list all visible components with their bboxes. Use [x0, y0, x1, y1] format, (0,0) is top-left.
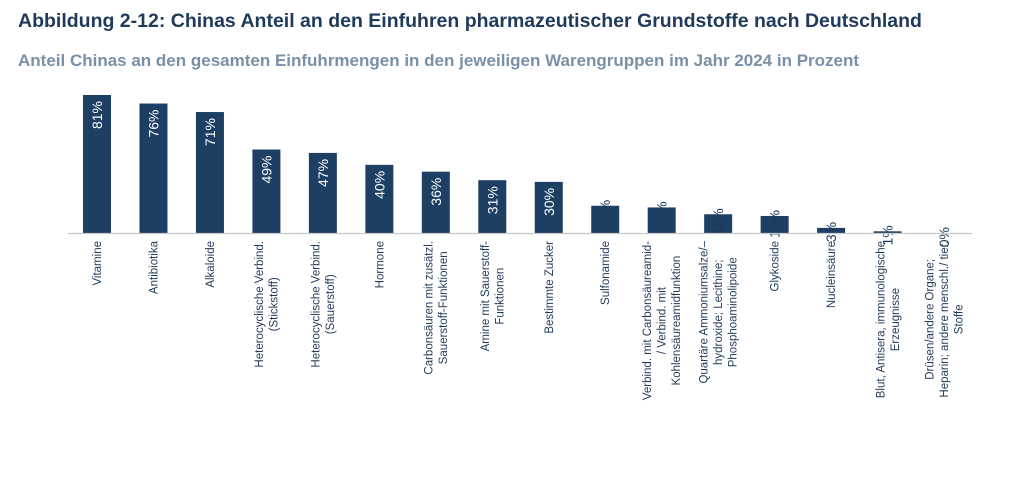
- category-label-7: Amine mit Sauerstoff-: [480, 241, 492, 352]
- bar-14: [873, 231, 902, 233]
- bar-5: [365, 164, 394, 233]
- data-label-4: 47%: [315, 159, 331, 187]
- category-label-14: Blut, Antisera, immunologische: [875, 241, 887, 398]
- category-label-10: Kohlensäureamidfunktion: [671, 256, 683, 386]
- chart-subtitle: Anteil Chinas an den gesamten Einfuhrmen…: [18, 51, 860, 70]
- category-label-8: Bestimmte Zucker: [544, 241, 556, 334]
- bar-9: [591, 205, 620, 233]
- category-label-11: Phosphoaminolipoide: [728, 257, 740, 367]
- chart-title: Abbildung 2-12: Chinas Anteil an den Ein…: [18, 10, 922, 32]
- data-label-6: 36%: [428, 178, 444, 206]
- data-label-15: 0%: [936, 227, 952, 247]
- category-label-11: hydroxide; Lecithine;: [713, 260, 725, 365]
- data-label-2: 71%: [202, 118, 218, 146]
- category-label-14: Erzeugnisse: [890, 288, 902, 351]
- data-label-9: 16%: [597, 200, 613, 228]
- bar-2: [195, 112, 224, 233]
- category-label-15: Heparin; andere menschl./ tier.: [939, 241, 951, 398]
- category-label-5: Hormone: [374, 241, 386, 288]
- bar-6: [421, 171, 450, 233]
- category-label-13: Nucleinsäure: [826, 241, 838, 308]
- category-label-10: / Verbind. mit: [657, 286, 669, 354]
- bar-8: [534, 181, 563, 233]
- data-label-7: 31%: [484, 186, 500, 214]
- data-label-12: 10%: [767, 210, 783, 238]
- category-label-6: Sauerstoff-Funktionen: [438, 251, 450, 364]
- category-label-9: Sulfonamide: [600, 241, 612, 305]
- bar-4: [308, 152, 337, 233]
- category-label-6: Carbonsäuren mit zusätzl.: [424, 241, 436, 375]
- category-label-7: Funktionen: [495, 268, 507, 325]
- bar-13: [817, 227, 846, 233]
- bar-11: [704, 214, 733, 233]
- bar-12: [760, 215, 789, 233]
- data-label-3: 49%: [258, 156, 274, 184]
- category-label-3: (Stickstoff): [269, 277, 281, 331]
- category-label-0: Vitamine: [92, 241, 104, 286]
- data-label-11: 11%: [710, 208, 726, 235]
- category-label-12: Glykoside: [770, 241, 782, 292]
- data-label-5: 40%: [371, 171, 387, 199]
- data-label-13: 3%: [823, 222, 839, 242]
- category-label-15: Stoffe: [954, 304, 966, 334]
- category-label-10: Verbind. mit Carbonsäureamid-: [642, 241, 654, 400]
- data-label-10: 15%: [654, 201, 670, 229]
- category-label-4: Heterocyclische Verbind.: [311, 241, 323, 368]
- data-label-8: 30%: [541, 188, 557, 216]
- category-label-4: (Sauerstoff): [325, 274, 337, 334]
- category-label-2: Alkaloide: [205, 241, 217, 288]
- bar-0: [83, 95, 111, 233]
- category-label-15: Drüsen/andere Organe;: [925, 259, 937, 380]
- category-label-11: Quartäre Ammoniumsalze/–: [699, 240, 711, 383]
- bar-7: [478, 180, 507, 233]
- bar-1: [139, 103, 168, 233]
- data-label-0: 81%: [89, 101, 105, 129]
- category-label-1: Antibiotika: [148, 240, 160, 294]
- bar-10: [647, 207, 676, 233]
- category-label-3: Heterocyclische Verbind.: [254, 241, 266, 368]
- data-label-1: 76%: [145, 110, 161, 138]
- data-label-14: 1%: [880, 225, 896, 245]
- bar-3: [252, 149, 281, 233]
